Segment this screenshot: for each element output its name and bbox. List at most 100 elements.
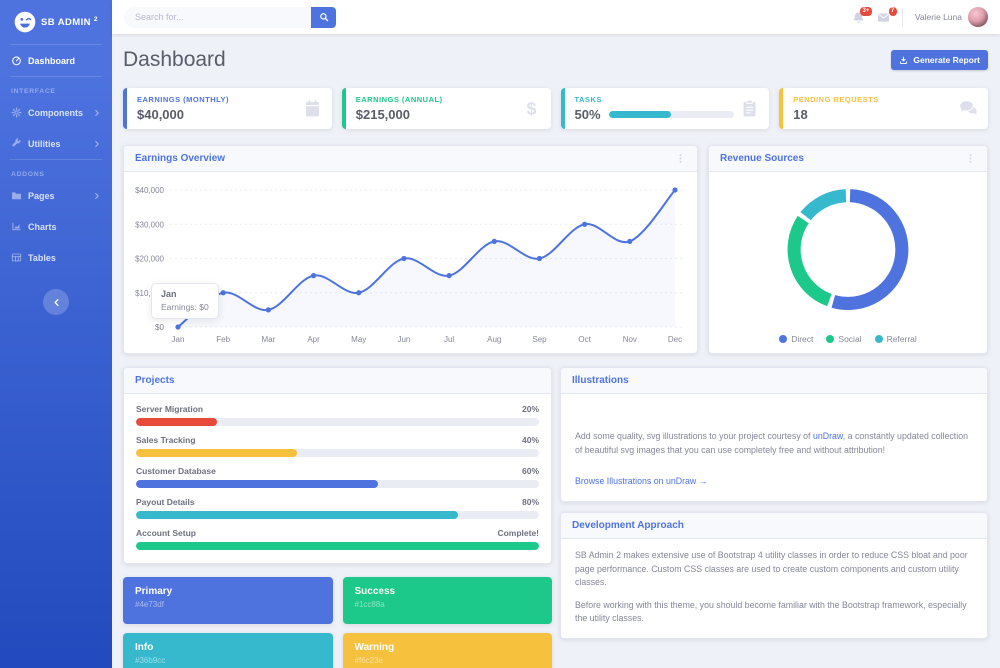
bottom-right-column: Illustrations Add some quality, svg illu… [560, 367, 988, 668]
development-paragraph-1: SB Admin 2 makes extensive use of Bootst… [575, 549, 968, 588]
alerts-dropdown[interactable]: 3+ [852, 6, 872, 24]
chevron-right-icon [95, 109, 99, 116]
project-name: Account Setup [136, 528, 196, 538]
calendar-icon [303, 99, 322, 118]
card-title: Development Approach [572, 519, 684, 531]
messages-badge: 7 [888, 6, 897, 16]
brand-laugh-wink-icon [14, 11, 36, 33]
sidebar-item-tables[interactable]: Tables [0, 242, 112, 273]
search-form [124, 6, 336, 28]
earnings-overview-card: Earnings Overview $0 $10,000 $20,000 $30,00… [123, 145, 698, 354]
legend-dot [874, 335, 883, 343]
svg-text:Jun: Jun [397, 335, 410, 344]
project-name: Sales Tracking [136, 435, 196, 445]
color-card-warning: Warning #f6c23e [342, 633, 552, 668]
project-name: Customer Database [136, 466, 216, 476]
svg-text:$30,000: $30,000 [135, 220, 164, 229]
svg-text:Jul: Jul [444, 335, 454, 344]
legend-dot [826, 335, 835, 343]
sidebar-item-utilities[interactable]: Utilities [0, 128, 112, 159]
search-input[interactable] [124, 6, 311, 28]
sidebar-item-pages[interactable]: Pages [0, 180, 112, 211]
stat-card-tasks[interactable]: TASKS 50% [560, 88, 770, 129]
tasks-progress-fill [608, 111, 672, 118]
legend-item-direct[interactable]: Direct [779, 334, 813, 344]
kebab-menu-icon[interactable] [675, 153, 686, 164]
stat-label: TASKS [574, 95, 602, 104]
svg-text:May: May [351, 335, 366, 344]
svg-text:Apr: Apr [307, 335, 320, 344]
illustrations-paragraph: Add some quality, svg illustrations to y… [575, 431, 968, 455]
svg-text:Jan: Jan [172, 335, 185, 344]
progress-bar [136, 511, 539, 519]
undraw-link[interactable]: unDraw [812, 431, 843, 441]
messages-dropdown[interactable]: 7 [877, 6, 897, 24]
generate-report-button[interactable]: Generate Report [891, 50, 988, 70]
legend-dot [779, 335, 788, 343]
project-value: Complete! [497, 528, 539, 538]
illustration-image [575, 404, 973, 430]
progress-bar [136, 449, 539, 457]
svg-text:Mar: Mar [261, 335, 275, 344]
download-icon [900, 56, 908, 64]
brand[interactable]: SB ADMIN 2 [0, 0, 112, 44]
project-name: Server Migration [136, 404, 204, 414]
legend-item-referral[interactable]: Referral [874, 334, 917, 344]
chevron-right-icon [95, 192, 99, 199]
stat-card-earnings-annual[interactable]: EARNINGS (ANNUAL) $215,000 $ [341, 88, 551, 129]
chevron-left-icon [53, 298, 59, 306]
stat-value: 50% [574, 107, 601, 122]
bottom-left-column: Projects Server Migration 20% Sales Track… [123, 367, 552, 668]
brand-title: SB ADMIN 2 [41, 15, 98, 29]
folder-icon [12, 192, 22, 200]
development-paragraph-2: Before working with this theme, you shou… [575, 599, 967, 624]
user-dropdown[interactable]: Valerie Luna [915, 7, 988, 27]
tasks-progress [608, 111, 735, 118]
card-header: Revenue Sources [709, 146, 987, 172]
main-area: 3+ 7 Valerie Luna Dashboard Generate Rep [112, 0, 1000, 668]
color-card-info: Info #36b9cc [123, 633, 333, 668]
tachometer-icon [12, 56, 21, 66]
search-icon [319, 13, 328, 22]
card-title: Revenue Sources [720, 153, 804, 164]
sidebar-item-label: Dashboard [28, 55, 76, 66]
avatar [968, 7, 988, 27]
sidebar-item-dashboard[interactable]: Dashboard [0, 45, 112, 76]
sidebar-item-components[interactable]: Components [0, 97, 112, 128]
earnings-line-chart[interactable]: $0 $10,000 $20,000 $30,000 $40,000 Jan Feb Mar A… [124, 172, 697, 353]
sidebar-item-label: Pages [28, 190, 55, 201]
kebab-menu-icon[interactable] [965, 153, 976, 164]
topbar-divider [901, 8, 903, 26]
stat-card-pending-requests[interactable]: PENDING REQUESTS 18 [779, 88, 988, 129]
svg-text:$0: $0 [155, 323, 164, 332]
sidebar-collapse-button[interactable] [43, 289, 69, 315]
search-button[interactable] [311, 6, 336, 28]
page-content: Dashboard Generate Report EARNINGS (MONT… [112, 34, 1000, 668]
chevron-right-icon [95, 140, 99, 147]
sidebar-item-label: Components [28, 107, 83, 118]
revenue-sources-card: Revenue Sources Direct Social Referral [708, 145, 988, 354]
sidebar-divider [10, 76, 102, 77]
project-row: Server Migration 20% [136, 404, 539, 426]
legend-item-social[interactable]: Social [826, 334, 862, 344]
revenue-donut-chart[interactable]: Direct Social Referral [709, 172, 987, 353]
stat-card-earnings-monthly[interactable]: EARNINGS (MONTHLY) $40,000 [123, 88, 332, 129]
bottom-row: Projects Server Migration 20% Sales Track… [123, 367, 988, 668]
project-value: 40% [521, 435, 539, 445]
color-cards-grid: Primary #4e73df Success #1cc88a Info #36… [123, 577, 552, 668]
browse-illustrations-link[interactable]: Browse Illustrations on unDraw → [575, 476, 708, 487]
stat-value: $40,000 [137, 107, 184, 122]
sidebar-heading-interface: INTERFACE [11, 88, 56, 95]
svg-text:$40,000: $40,000 [135, 186, 164, 195]
sidebar-item-charts[interactable]: Charts [0, 211, 112, 242]
charts-row: Earnings Overview $0 $10,000 $20,000 $30,00… [123, 145, 988, 354]
project-value: 20% [521, 404, 539, 414]
card-title: Projects [135, 375, 175, 386]
alerts-badge: 3+ [860, 6, 872, 16]
sidebar-item-label: Tables [28, 252, 56, 263]
sidebar-heading-addons: ADDONS [11, 171, 45, 178]
stat-label: EARNINGS (MONTHLY) [137, 95, 230, 104]
svg-text:$20,000: $20,000 [135, 255, 164, 264]
stat-value: 18 [793, 107, 808, 122]
svg-text:Sep: Sep [532, 335, 547, 344]
